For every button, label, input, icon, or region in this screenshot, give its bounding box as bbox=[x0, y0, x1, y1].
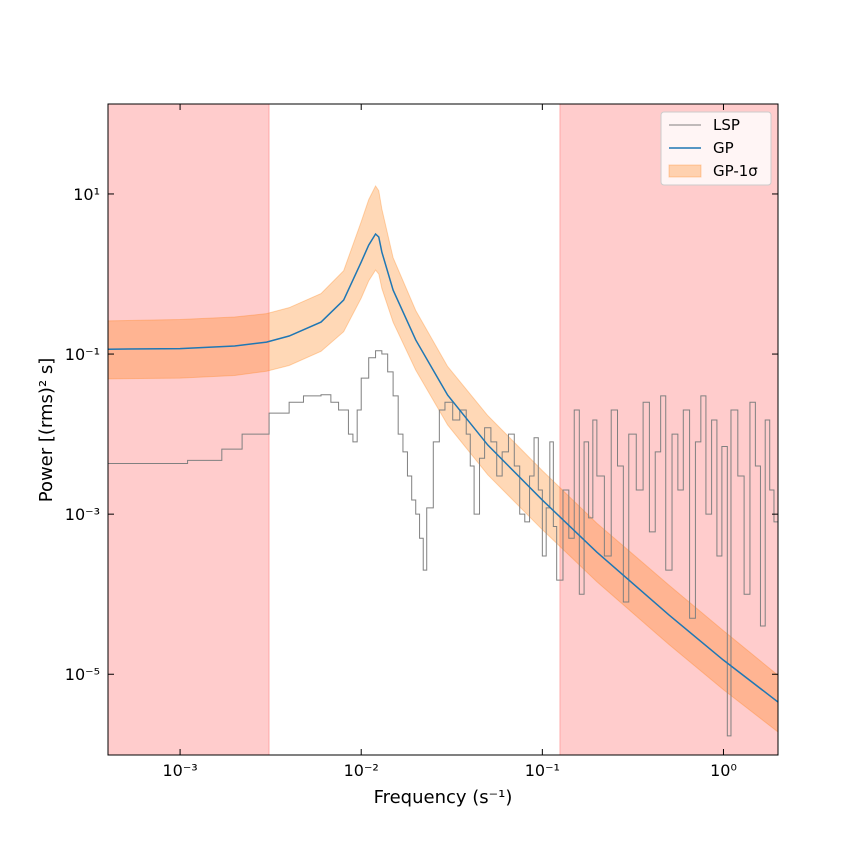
x-tick-label: 10⁻³ bbox=[162, 761, 197, 780]
y-tick-label: 10⁻¹ bbox=[65, 345, 100, 364]
plot-frame bbox=[107, 103, 779, 756]
x-axis-label: Frequency (s⁻¹) bbox=[374, 787, 513, 808]
legend-label: GP-1σ bbox=[713, 162, 758, 180]
x-tick-label: 10⁰ bbox=[710, 761, 737, 780]
axes: 10⁻³ 10⁻² 10⁻¹ 10⁰ 10⁻⁵ 10⁻³ 10⁻¹ 10¹ LSP GP GP-1σ bbox=[65, 103, 779, 780]
y-axis-label: Power [(rms)² s] bbox=[36, 358, 57, 503]
confidence-band bbox=[108, 184, 778, 733]
gp-line bbox=[108, 232, 778, 703]
x-tick-label: 10⁻¹ bbox=[525, 761, 560, 780]
plot-area bbox=[108, 104, 778, 755]
y-tick-label: 10¹ bbox=[73, 185, 100, 204]
lsp-line bbox=[108, 350, 778, 737]
legend-swatch bbox=[668, 164, 702, 178]
x-tick-label: 10⁻² bbox=[344, 761, 379, 780]
legend-label: LSP bbox=[713, 116, 740, 134]
y-tick-label: 10⁻³ bbox=[65, 505, 100, 524]
shaded-range bbox=[108, 104, 270, 755]
shaded-range bbox=[559, 104, 778, 755]
legend-label: GP bbox=[713, 139, 734, 157]
y-tick-label: 10⁻⁵ bbox=[65, 665, 100, 684]
legend-box bbox=[660, 111, 772, 186]
